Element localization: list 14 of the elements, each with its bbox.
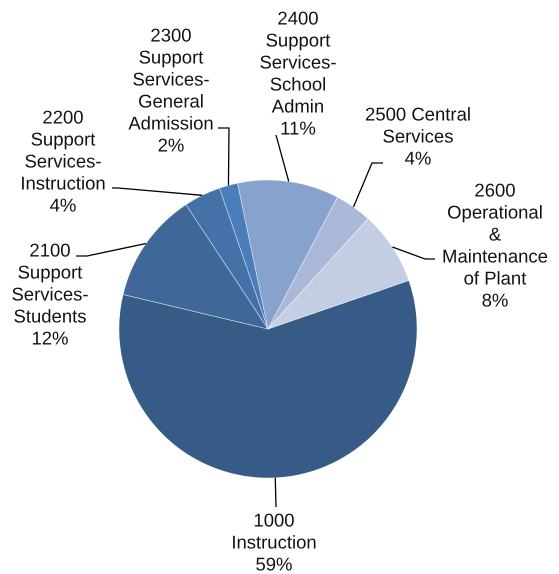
- data-label: 59%: [255, 554, 293, 574]
- slice-label: 2500 Central Services: [365, 104, 471, 146]
- slice-label: 2300 Support Services-General Admission: [128, 24, 214, 134]
- slice-label: 2200 Support Services-Instruction: [20, 106, 106, 194]
- data-label: 8%: [482, 290, 508, 310]
- slice-label: 2600 Operational & Maintenance of Plant: [442, 180, 548, 288]
- data-label: 4%: [404, 148, 432, 168]
- slice-label: 1000 Instruction: [231, 510, 317, 552]
- slice-label: 2400 Support Services-School Admin: [259, 8, 337, 116]
- data-label: 11%: [280, 118, 316, 138]
- data-label: 12%: [31, 328, 69, 348]
- data-label: 2%: [158, 134, 184, 156]
- slice-label: 2100 Support Services-Students: [11, 240, 89, 326]
- data-label: 4%: [50, 194, 76, 216]
